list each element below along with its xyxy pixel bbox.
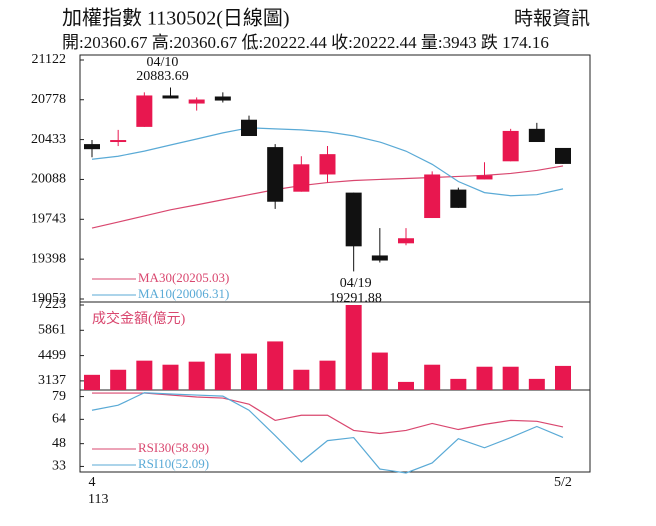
- x-tick-label: 5/2: [554, 475, 572, 490]
- bar: [293, 369, 310, 390]
- candle-body: [188, 99, 205, 104]
- bar: [450, 378, 467, 390]
- y-tick-label: 20433: [31, 132, 66, 147]
- x-tick-label: 4: [89, 475, 96, 490]
- candle-body: [476, 175, 493, 180]
- y-tick-label: 79: [52, 389, 66, 404]
- panel-title: 成交金額(億元): [92, 310, 186, 327]
- candle-body: [136, 95, 153, 127]
- bar: [110, 369, 127, 390]
- line: [92, 392, 564, 435]
- bar: [502, 366, 519, 390]
- candle-body: [450, 189, 467, 208]
- y-tick-label: 64: [52, 412, 66, 427]
- x-year-label: 113: [88, 492, 108, 507]
- candle-body: [110, 140, 127, 143]
- y-tick-label: 19743: [31, 212, 66, 227]
- bar: [188, 361, 205, 390]
- bar: [345, 305, 362, 390]
- bar: [214, 353, 231, 390]
- legend-label: RSI10(52.09): [138, 456, 209, 471]
- legend-label: MA10(20006.31): [138, 286, 229, 301]
- y-tick-label: 4499: [38, 348, 66, 363]
- y-tick-label: 20778: [31, 92, 66, 107]
- annotation-value: 20883.69: [136, 69, 189, 84]
- bar: [267, 341, 284, 390]
- candle-body: [502, 130, 519, 162]
- bar: [162, 364, 179, 390]
- y-tick-label: 33: [52, 459, 66, 474]
- candle-body: [84, 144, 100, 150]
- y-tick-label: 21122: [32, 52, 66, 67]
- candle-body: [371, 255, 388, 261]
- candle-body: [345, 192, 362, 247]
- candle-body: [424, 174, 441, 219]
- bar: [528, 378, 545, 390]
- candle-body: [293, 164, 310, 192]
- bar: [476, 366, 493, 390]
- candle-body: [162, 95, 179, 99]
- y-tick-label: 20088: [31, 172, 66, 187]
- annotation-value: 19291.88: [329, 291, 382, 306]
- legend-label: MA30(20205.03): [138, 270, 229, 285]
- candle-body: [319, 154, 336, 175]
- y-tick-label: 5861: [38, 323, 66, 338]
- annotation-date: 04/19: [340, 276, 372, 291]
- bar: [84, 374, 100, 390]
- legend-label: RSI30(58.99): [138, 440, 209, 455]
- line: [91, 127, 564, 197]
- candle-body: [528, 128, 545, 143]
- candle-body: [241, 119, 257, 137]
- candle-body: [398, 238, 414, 244]
- bar: [398, 381, 414, 390]
- y-tick-label: 19053: [31, 291, 66, 306]
- summary: 開:20360.67 高:20360.67 低:20222.44 收:20222…: [62, 33, 549, 52]
- y-tick-label: 48: [52, 436, 66, 451]
- bar: [555, 365, 571, 390]
- bar: [136, 360, 153, 390]
- bar: [371, 352, 388, 390]
- candle-body: [267, 147, 284, 202]
- y-tick-label: 19398: [31, 251, 66, 266]
- bar: [241, 353, 257, 390]
- annotation-date: 04/10: [147, 55, 179, 70]
- bar: [424, 364, 441, 390]
- candle-body: [555, 147, 571, 164]
- panel-frame: [79, 54, 591, 473]
- candle-body: [214, 96, 231, 101]
- chart-title: 加權指數 1130502(日線圖): [62, 7, 290, 30]
- source: 時報資訊: [514, 7, 590, 29]
- bar: [319, 360, 336, 390]
- y-tick-label: 7223: [38, 297, 66, 312]
- line: [91, 392, 564, 474]
- y-tick-label: 3137: [38, 373, 66, 388]
